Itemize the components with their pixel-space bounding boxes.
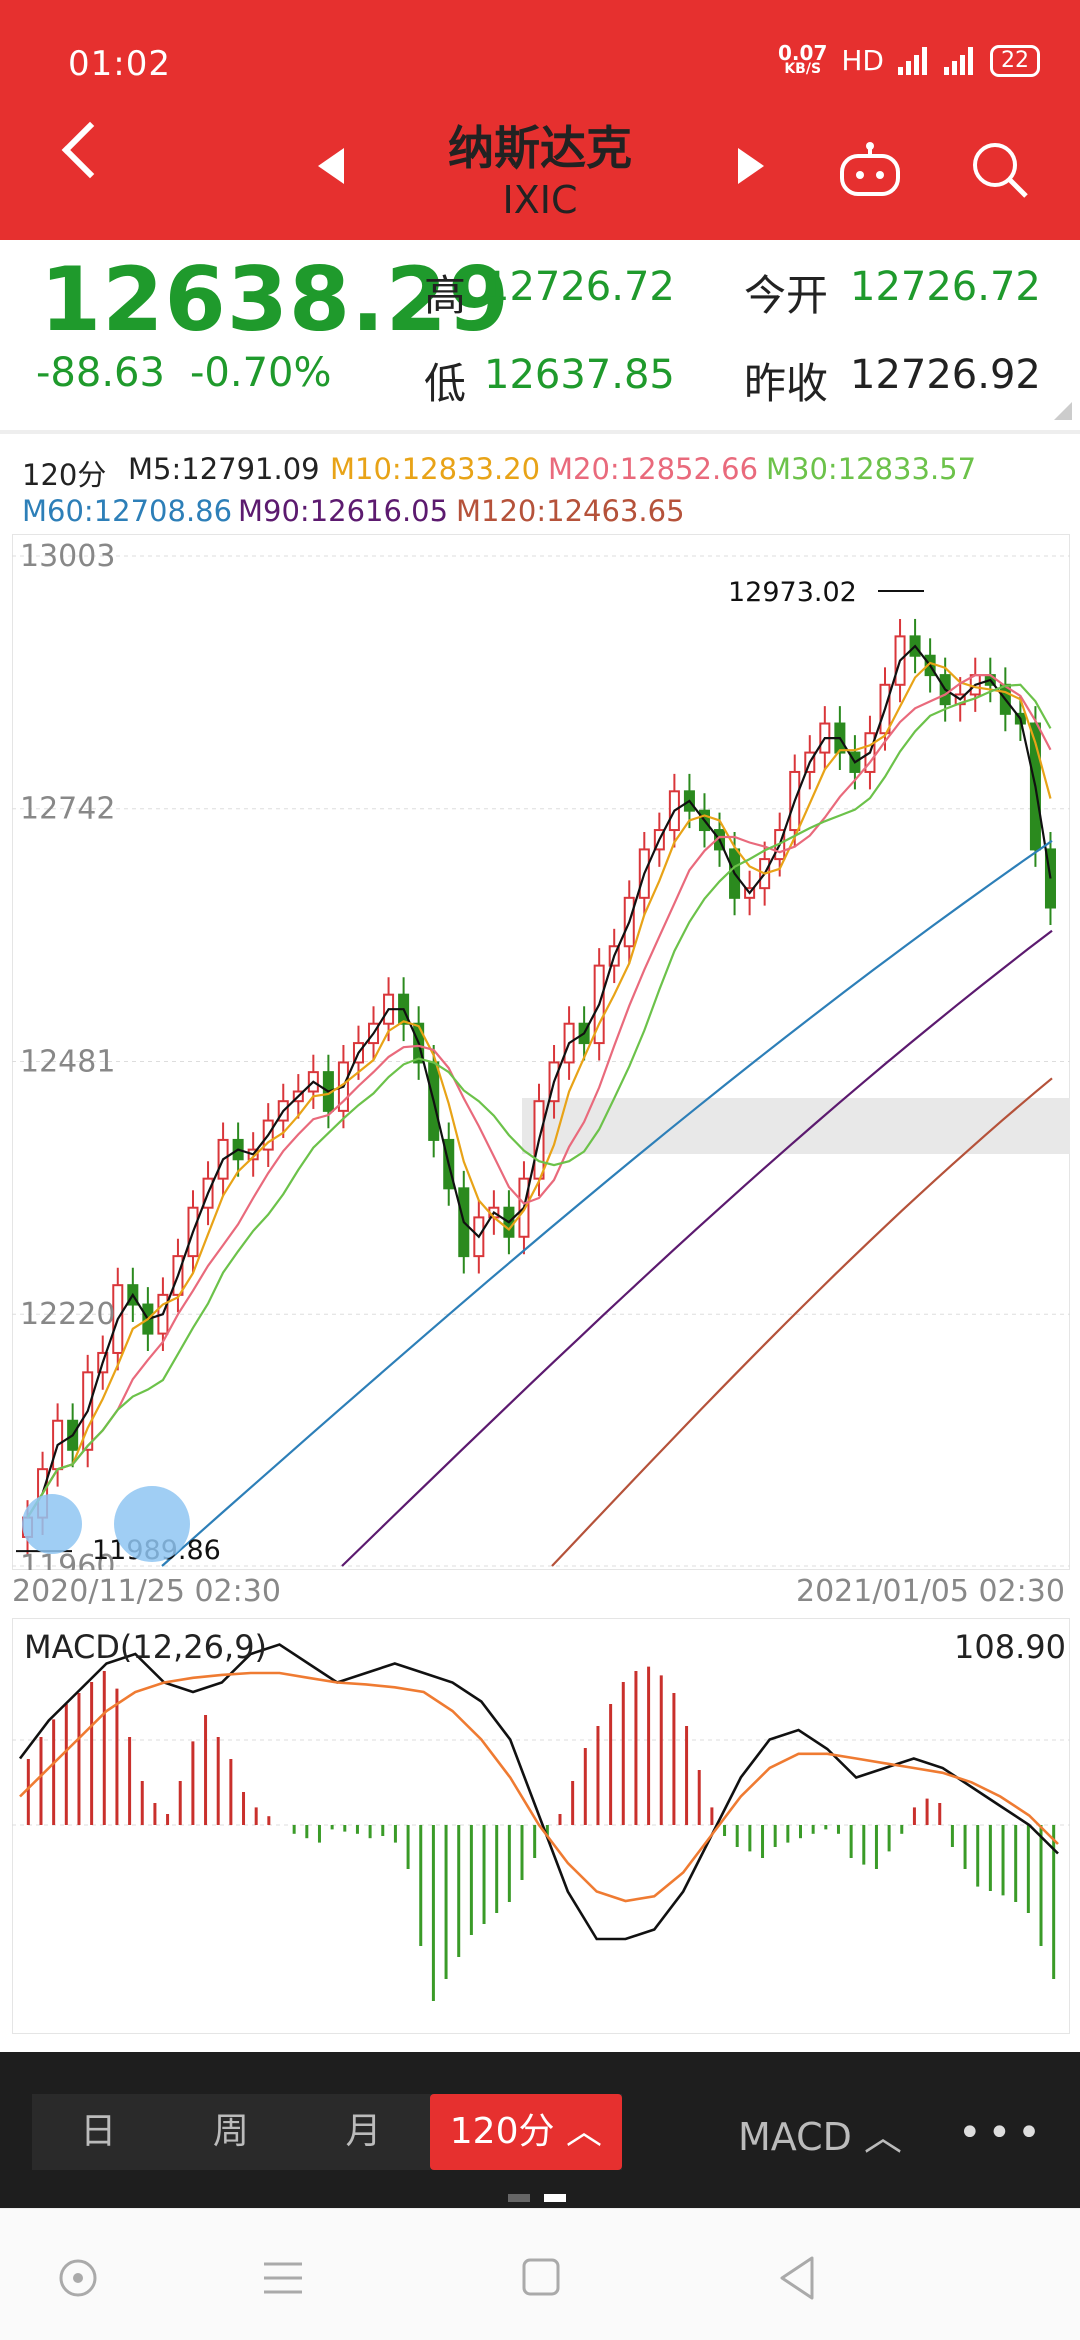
tab-week[interactable]: 周 [212,2111,249,2152]
tab-month[interactable]: 月 [345,2111,382,2152]
ma-legend-m30: M30:12833.57 [766,452,977,486]
high-marker-label: 12973.02 [728,577,857,608]
home-nav-icon[interactable] [520,2256,564,2300]
high-value: 12726.72 [484,264,675,310]
period-tabs: 日 周 月 120分 ︿ [32,2094,622,2170]
ma-line-m120 [551,1077,1053,1567]
price-change-percent: -0.70% [190,350,332,396]
macd-dif-line [18,1643,1059,1941]
system-nav-bar [0,2208,1080,2340]
macd-chart[interactable] [12,1618,1070,2034]
expand-chart-button[interactable] [114,1486,190,1562]
x-end-label: 2021/01/05 02:30 [796,1574,1065,1609]
index-code: IXIC [502,178,578,222]
battery-icon: 22 [990,44,1040,77]
menu-nav-icon[interactable] [262,2258,306,2298]
signal-icon-2 [944,46,976,75]
macd-title: MACD(12,26,9) [24,1628,268,1666]
assistant-nav-icon[interactable] [56,2256,100,2300]
prev-close-value: 12726.92 [850,352,1041,398]
scroll-left-button[interactable] [22,1494,82,1554]
open-label: 今开 [744,271,829,320]
y-tick-label: 13003 [20,539,115,574]
chevron-up-icon: ︿ [565,2111,602,2152]
y-tick-label: 12220 [20,1297,115,1332]
highlight-band [522,1098,1070,1154]
low-value: 12637.85 [484,352,675,398]
status-icons: 0.07 KB/S HD 22 [778,40,1040,77]
ma-legend-m10: M10:12833.20 [330,452,541,486]
ma-line-m10 [26,661,1052,1519]
net-speed: 0.07 KB/S [778,40,828,77]
next-index-icon[interactable] [738,148,764,184]
low-label: 低 [424,359,467,408]
ma-line-m5 [26,644,1052,1519]
chevron-up-icon: ︿ [864,2115,903,2159]
y-tick-label: 11960 [20,1549,115,1570]
hd-icon: HD [841,44,884,77]
status-time: 01:02 [68,44,171,84]
ma-line-m60 [161,839,1053,1567]
open-value: 12726.72 [850,264,1041,310]
prev-index-icon[interactable] [318,148,344,184]
page-indicator [508,2194,566,2202]
current-price: 12638.29 [40,248,511,351]
ma-legend-m5: M5:12791.09 [128,452,320,486]
macd-value: 108.90 [954,1628,1066,1666]
app-header [0,0,1080,240]
expand-corner-icon[interactable] [1054,402,1072,420]
high-label: 高 [424,271,467,320]
ma-legend-m120: M120:12463.65 [456,494,685,528]
candlestick-chart[interactable]: 130031274212481122201196012973.0211989.8… [12,534,1070,1570]
index-title: 纳斯达克 [448,121,632,175]
prev-close-label: 昨收 [744,359,829,408]
ma-legend-m20: M20:12852.66 [548,452,759,486]
tab-120min[interactable]: 120分 ︿ [429,2094,622,2170]
macd-dea-line [19,1671,1059,1903]
robot-icon[interactable] [838,142,902,198]
ma-legend-m60: M60:12708.86 [22,494,233,528]
ma-line-m90 [341,929,1053,1567]
y-tick-label: 12742 [20,792,115,827]
search-icon[interactable] [968,138,1032,202]
back-nav-icon[interactable] [776,2254,820,2302]
ma-line-m20 [26,674,1052,1519]
divider [0,430,1080,434]
signal-icon-1 [898,46,930,75]
y-tick-label: 12481 [20,1044,115,1079]
x-start-label: 2020/11/25 02:30 [12,1574,281,1609]
ma-legend-period: 120分 [22,458,107,492]
price-change: -88.63 [36,350,165,396]
ma-legend-m90: M90:12616.05 [238,494,449,528]
tab-day[interactable]: 日 [80,2111,117,2152]
ma-line-m30 [26,683,1052,1519]
more-icon[interactable]: ••• [958,2110,1047,2156]
indicator-select[interactable]: MACD ︿ [738,2115,903,2159]
